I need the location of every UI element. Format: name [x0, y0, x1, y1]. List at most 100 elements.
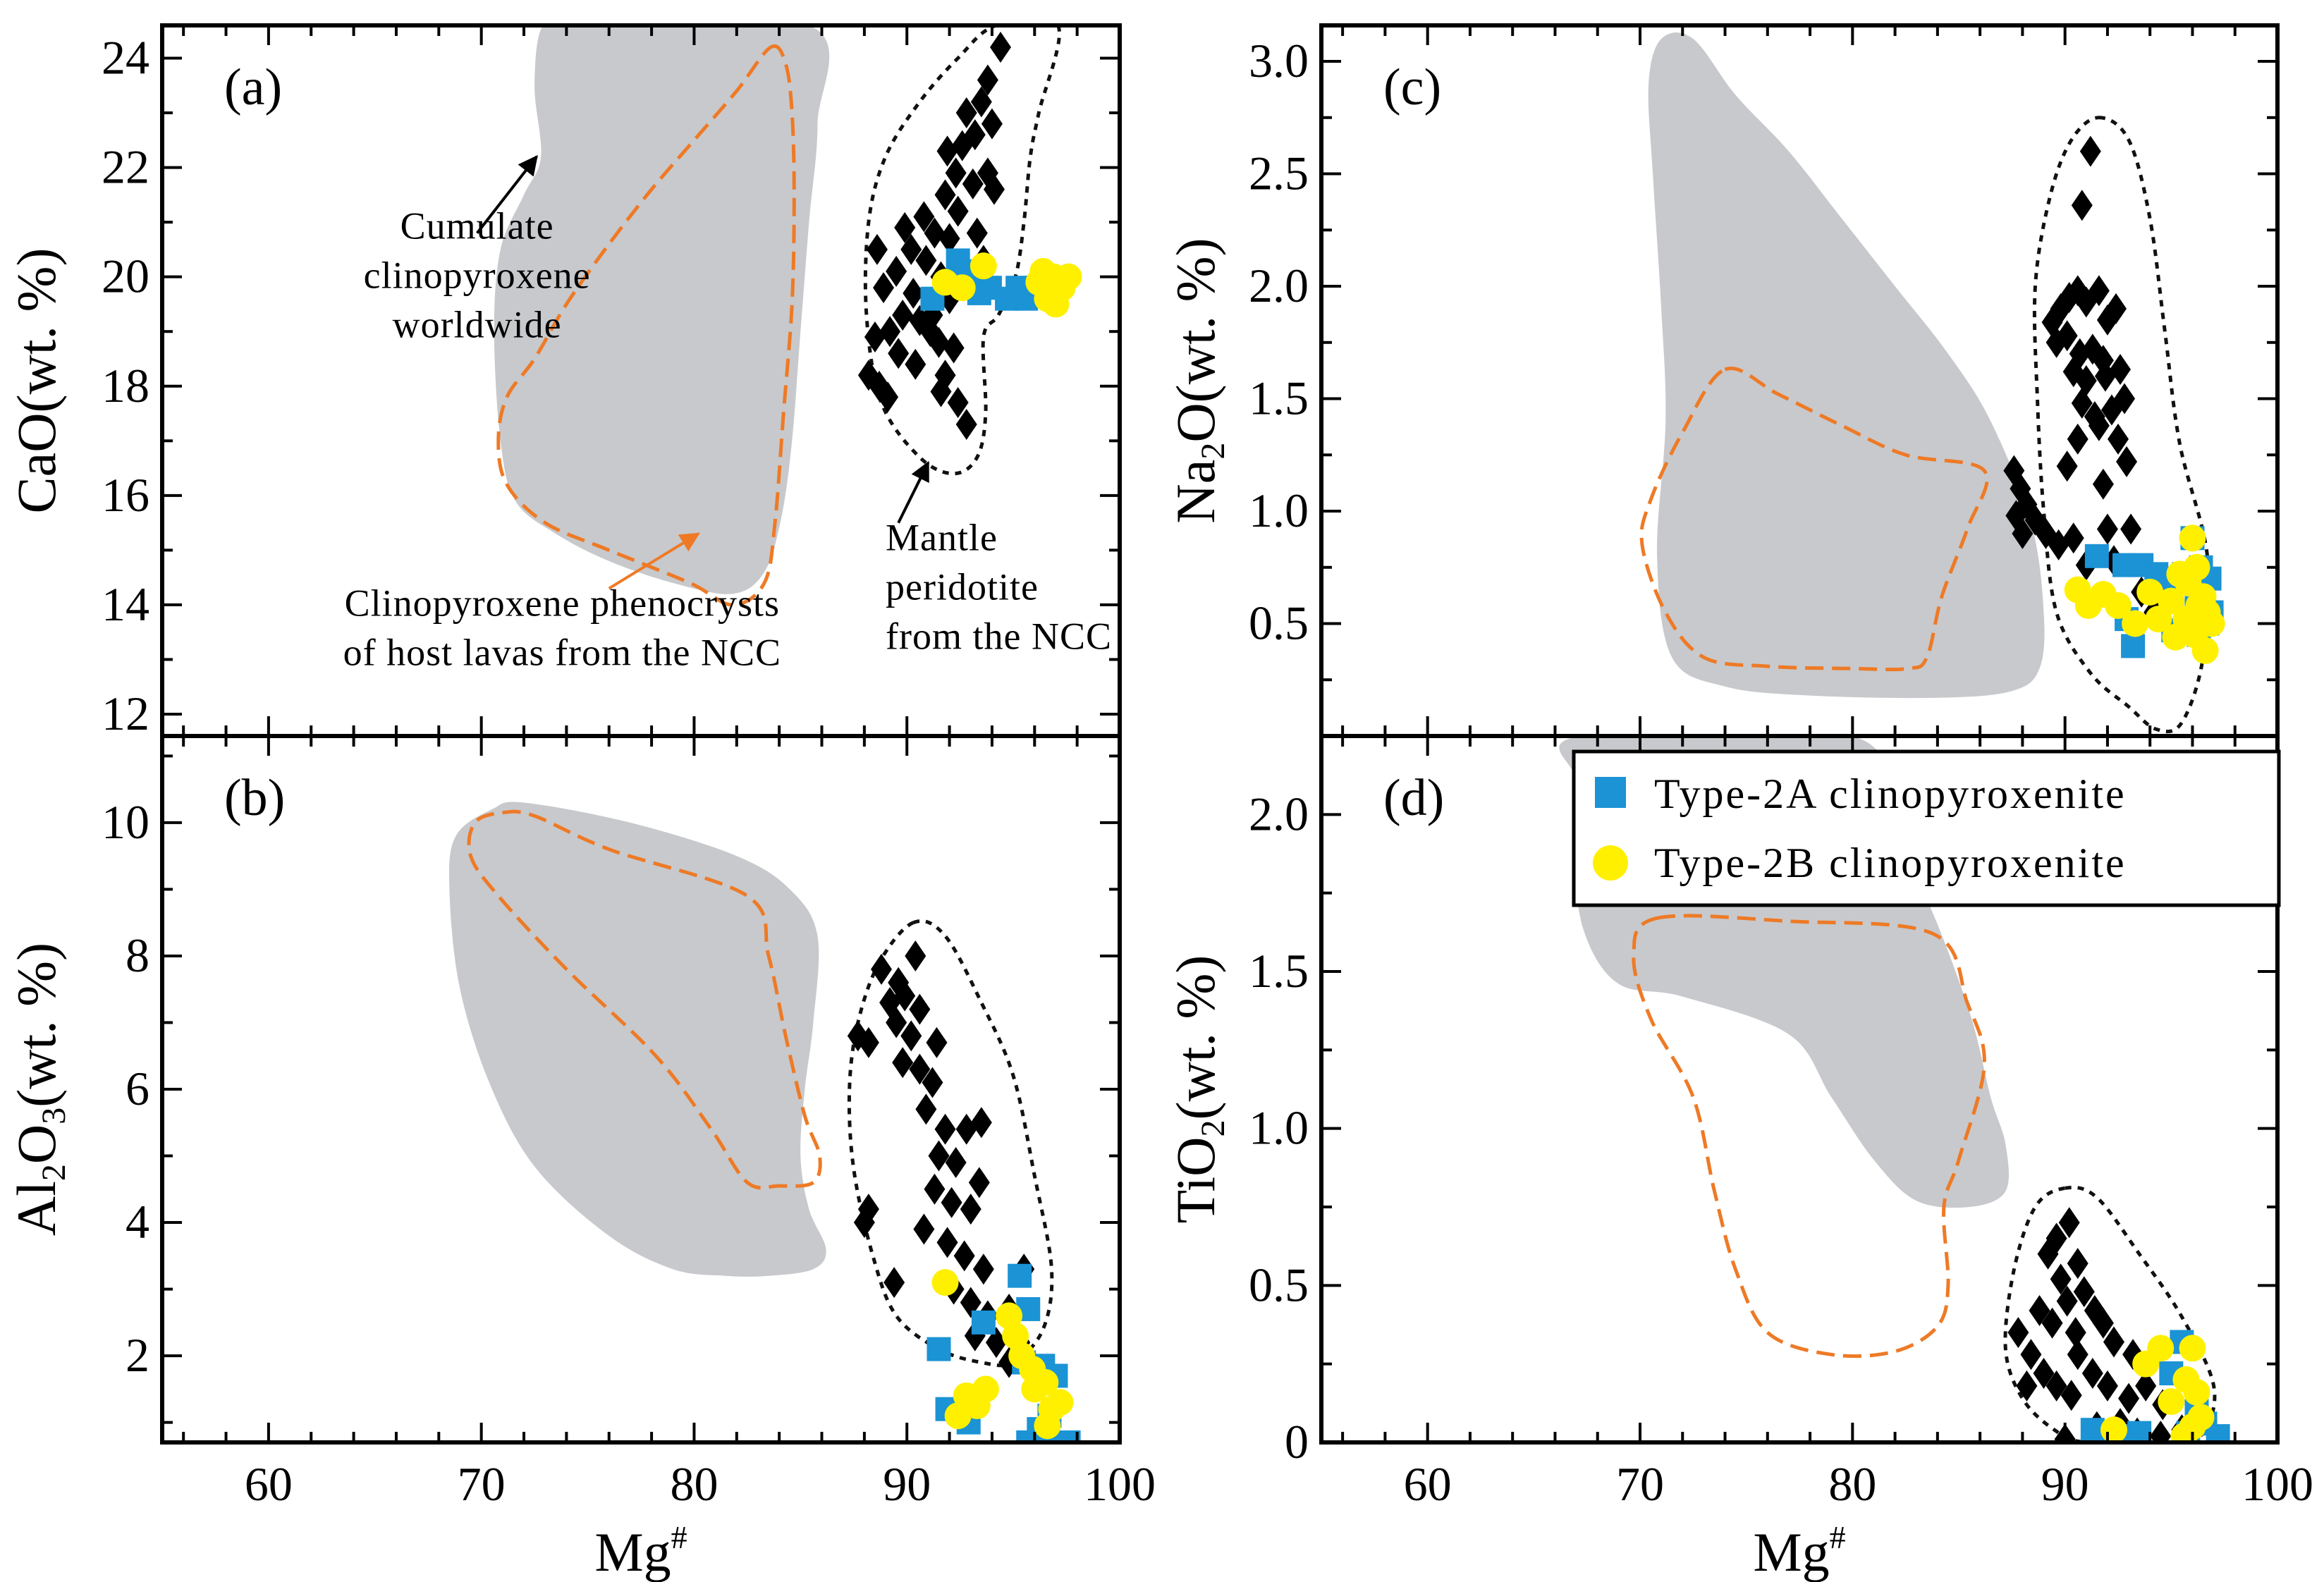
annotation: Cumulate clinopyroxene worldwide — [364, 154, 590, 345]
annotation: Mantle peridotite from the NCC — [886, 460, 1112, 657]
mantle-peridotite-point — [883, 1267, 905, 1299]
annotation-text: Mantle peridotite from the NCC — [886, 516, 1112, 657]
type2b-point — [1032, 1368, 1059, 1396]
x-axis-title: Mg# — [1753, 1519, 1845, 1582]
mantle-peridotite-point — [926, 1026, 948, 1058]
series-diamond — [2007, 1207, 2193, 1442]
annotation-text: Clinopyroxene phenocrysts of host lavas f… — [343, 582, 781, 673]
y-tick-label: 1.5 — [1249, 944, 1309, 998]
mantle-peridotite-point — [877, 381, 899, 413]
mantle-peridotite-point — [977, 64, 998, 96]
y-tick-label: 24 — [102, 31, 149, 85]
mantle-peridotite-point — [2037, 1238, 2059, 1270]
type2a-point — [1008, 1263, 1032, 1288]
mantle-peridotite-point — [2067, 1248, 2088, 1280]
panel-c: 0.5 1.0 1.5 2.0 2.5 3.0 (c) Na2O(wt. %) — [1165, 23, 2280, 738]
type2a-point — [2121, 634, 2146, 658]
panel-tag: (b) — [224, 769, 285, 827]
mantle-peridotite-point — [2012, 517, 2034, 549]
y-tick-label: 18 — [102, 359, 149, 412]
plot-frame — [1319, 734, 2280, 1445]
type2b-point — [1034, 1412, 1061, 1440]
legend: Type-2A clinopyroxenite Type-2B clinopyr… — [1572, 749, 2281, 907]
mantle-peridotite-point — [970, 1107, 992, 1139]
type2b-point — [944, 1402, 972, 1430]
type2b-point — [2136, 578, 2164, 606]
mantle-peridotite-point — [2060, 1380, 2082, 1411]
x-tick-label: 80 — [670, 1457, 718, 1511]
y-tick-label: 10 — [102, 795, 149, 849]
type2b-point — [1055, 263, 1082, 290]
annotation-arrow — [476, 154, 538, 234]
y-tick-label: 6 — [126, 1062, 149, 1115]
type2a-point — [2084, 544, 2109, 568]
mantle-peridotite-point — [981, 108, 1003, 140]
type2b-point — [2105, 591, 2132, 619]
mantle-peridotite-field-outline — [847, 919, 1054, 1368]
mantle-peridotite-point — [2056, 450, 2078, 482]
mantle-peridotite-point — [2007, 1317, 2029, 1349]
mantle-peridotite-point — [2081, 333, 2103, 365]
mantle-peridotite-point — [983, 173, 1005, 205]
type2a-point — [1005, 276, 1030, 300]
mantle-peridotite-point — [934, 179, 956, 211]
x-axis-title: Mg# — [594, 1519, 687, 1582]
mantle-peridotite-point — [2062, 522, 2084, 554]
type2b-point — [2100, 1416, 2127, 1442]
annotation-arrow — [897, 460, 930, 524]
mantle-peridotite-point — [900, 1020, 922, 1052]
y-tick-label: 2 — [126, 1328, 149, 1382]
plot-area — [1639, 32, 2225, 734]
panel-a: 12 14 16 18 20 22 24 (a) CaO(wt. %) Cumulate clino… — [6, 23, 1122, 740]
type2a-point — [1056, 1430, 1081, 1442]
mantle-peridotite-point — [924, 1173, 946, 1205]
phenocryst-field-outline — [496, 44, 796, 607]
mantle-peridotite-point — [2075, 365, 2097, 396]
mantle-peridotite-point — [913, 201, 935, 233]
y-axis-title: Al2O3(wt. %) — [6, 943, 73, 1236]
x-tick-label: 60 — [1404, 1457, 1452, 1511]
y-tick-label: 22 — [102, 140, 149, 194]
annotation: Clinopyroxene phenocrysts of host lavas f… — [343, 532, 781, 673]
mantle-peridotite-point — [936, 1227, 958, 1258]
type2b-point — [2179, 525, 2206, 552]
mantle-peridotite-point — [2050, 1263, 2072, 1295]
mantle-peridotite-point — [864, 321, 886, 352]
mantle-peridotite-point — [2073, 1276, 2095, 1308]
series-circle — [931, 1269, 1074, 1440]
type2b-point — [2179, 1335, 2206, 1362]
mantle-peridotite-point — [2071, 387, 2093, 419]
y-tick-label: 1.0 — [1249, 484, 1309, 537]
mantle-peridotite-point — [2081, 1358, 2103, 1390]
mantle-peridotite-point — [953, 1240, 975, 1272]
type2b-point — [2158, 1388, 2185, 1416]
mantle-peridotite-point — [972, 1253, 994, 1285]
mantle-peridotite-point — [2067, 423, 2088, 455]
y-tick-label: 20 — [102, 250, 149, 303]
mantle-peridotite-point — [2056, 1285, 2078, 1317]
mantle-peridotite-point — [900, 233, 922, 265]
mantle-peridotite-point — [2016, 1370, 2038, 1402]
type2b-point — [2122, 610, 2149, 637]
mantle-peridotite-point — [909, 1053, 931, 1085]
x-tick-label: 60 — [245, 1457, 293, 1511]
mantle-peridotite-point — [909, 993, 931, 1025]
mantle-peridotite-point — [2045, 1370, 2067, 1402]
y-tick-label: 0 — [1285, 1415, 1309, 1468]
series-diamond — [847, 940, 1035, 1378]
series-diamond — [857, 32, 1012, 441]
panel-tag: (c) — [1383, 59, 1441, 116]
type2a-point — [971, 1310, 996, 1335]
mantle-peridotite-point — [945, 157, 967, 189]
mantle-peridotite-point — [894, 980, 916, 1012]
mantle-peridotite-point — [871, 953, 893, 985]
x-tick-label: 100 — [2242, 1457, 2313, 1511]
legend-label-type2a: Type-2A clinopyroxenite — [1654, 771, 2127, 817]
y-tick-label: 1.0 — [1249, 1101, 1309, 1155]
mantle-peridotite-point — [970, 86, 992, 118]
mantle-peridotite-point — [2120, 513, 2142, 545]
type2b-point — [931, 1269, 959, 1296]
mantle-peridotite-point — [2105, 293, 2127, 324]
mantle-peridotite-point — [2116, 446, 2138, 477]
